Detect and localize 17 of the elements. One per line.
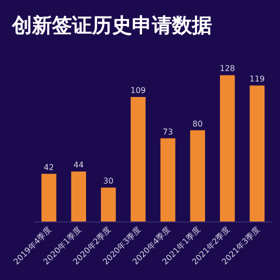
data-label: 44 (74, 160, 84, 170)
bar (41, 174, 56, 222)
bar (71, 172, 86, 222)
bar (160, 138, 176, 222)
bar (220, 75, 235, 222)
data-label: 42 (44, 162, 54, 172)
data-label: 109 (130, 86, 146, 95)
chart-title: 创新签证历史申请数据 (11, 13, 212, 37)
data-label: 80 (192, 119, 203, 128)
data-label: 119 (249, 74, 265, 84)
bar (250, 86, 265, 222)
bar (190, 130, 206, 222)
data-label: 73 (162, 127, 173, 136)
data-label: 30 (103, 176, 114, 186)
data-label: 128 (220, 64, 236, 74)
bar (100, 188, 116, 222)
bar (130, 97, 146, 222)
